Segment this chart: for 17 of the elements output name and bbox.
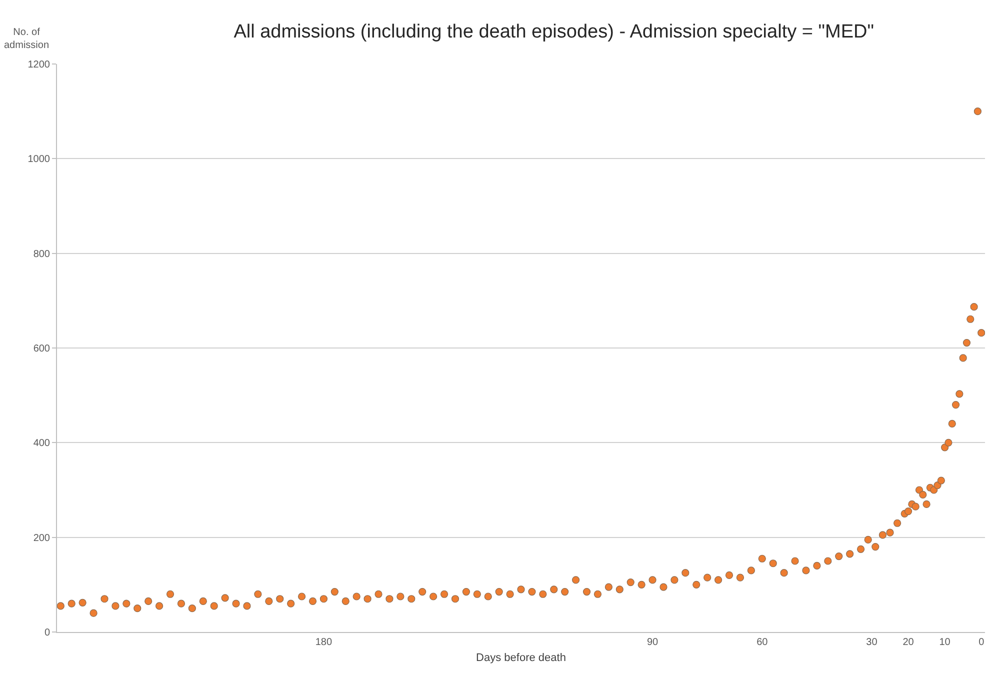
y-tick-label: 1000 <box>28 154 50 166</box>
y-tick-label: 1200 <box>28 60 50 70</box>
y-tick-label: 0 <box>44 628 50 638</box>
x-tick-label: 0 <box>978 637 985 648</box>
y-tick-label: 800 <box>33 248 50 260</box>
x-tick-label: 20 <box>902 637 914 648</box>
x-tick-label: 60 <box>756 637 768 648</box>
x-tick-label: 10 <box>939 637 951 648</box>
y-tick-label: 200 <box>33 532 50 544</box>
x-axis-title: Days before death <box>476 652 566 664</box>
y-tick-label: 400 <box>33 438 50 450</box>
x-tick-label: 30 <box>866 637 878 648</box>
x-tick-label: 90 <box>646 637 659 648</box>
chart-title: All admissions (including the death episodes) - Admission specialty = "MED" <box>234 21 874 42</box>
y-axis-title: No. of admission <box>4 27 50 51</box>
x-tick-label: 180 <box>315 637 332 648</box>
y-tick-label: 600 <box>33 344 50 354</box>
